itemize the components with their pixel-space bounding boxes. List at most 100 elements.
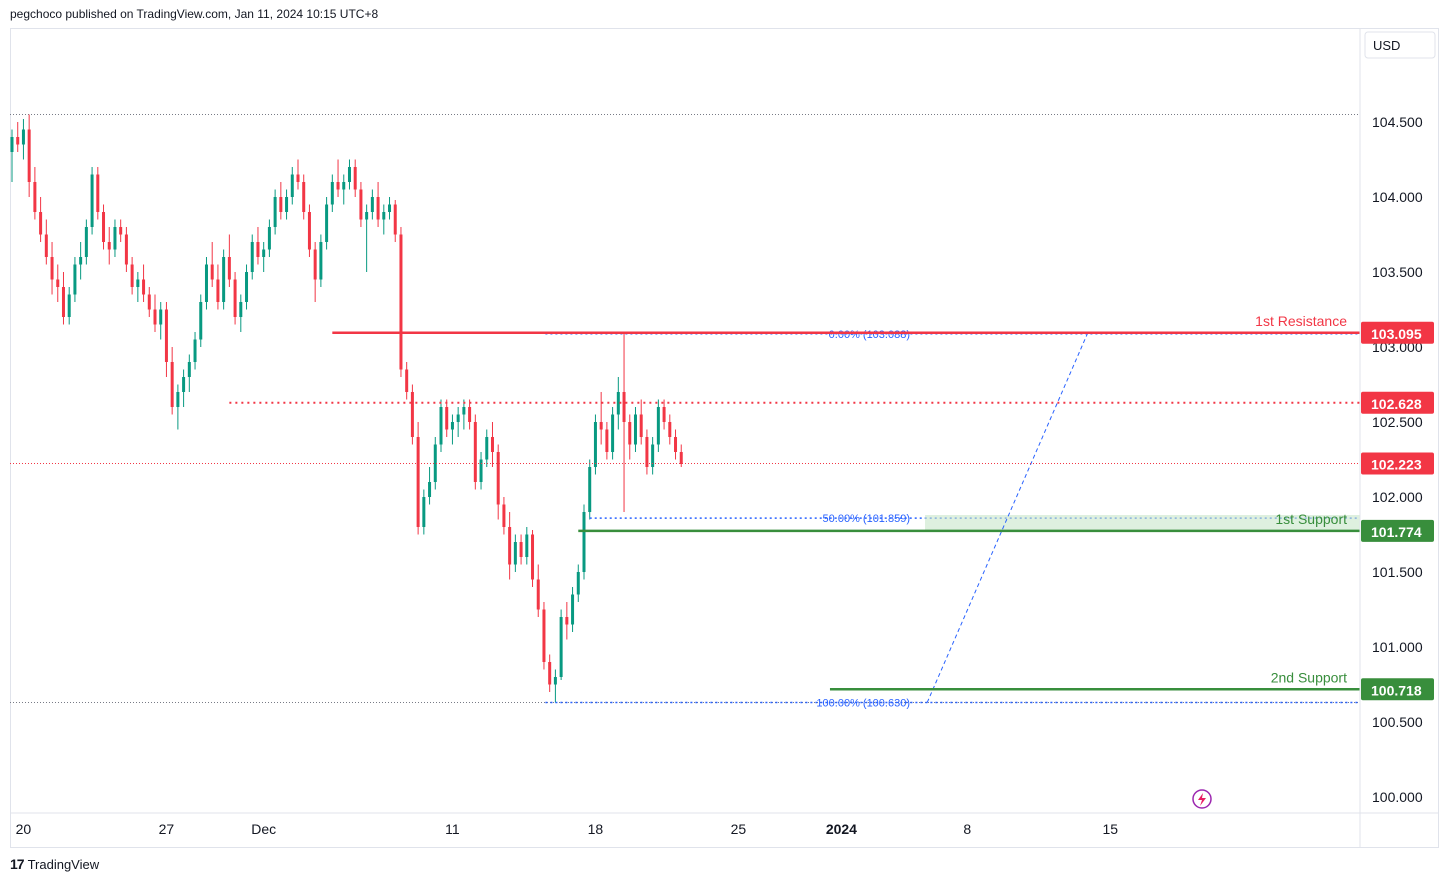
candle-body	[262, 249, 266, 257]
candle-body	[376, 197, 380, 220]
candle-body	[628, 422, 632, 445]
candle-body	[313, 249, 317, 280]
candle-body	[490, 437, 494, 452]
y-tick-label: 103.500	[1372, 264, 1423, 280]
candle-body	[170, 362, 174, 407]
candle-body	[84, 227, 88, 257]
candle-body	[456, 414, 460, 422]
candle-body	[410, 392, 414, 437]
candle-body	[399, 234, 403, 370]
x-tick-label: 18	[588, 821, 604, 837]
x-tick-label: 11	[445, 821, 460, 837]
candle-body	[307, 212, 311, 250]
candle-body	[222, 257, 226, 302]
candle-body	[622, 392, 626, 422]
candle-body	[588, 467, 592, 512]
candle-body	[142, 279, 146, 295]
publish-info: pegchoco published on TradingView.com, J…	[10, 7, 379, 21]
candle-body	[428, 482, 432, 497]
candle-body	[44, 234, 48, 257]
candle-body	[250, 242, 254, 272]
candle-body	[633, 414, 637, 445]
candle-body	[485, 437, 489, 460]
candle-body	[216, 279, 220, 302]
candle-body	[10, 137, 14, 152]
candle-body	[542, 609, 546, 662]
candle-body	[513, 542, 517, 565]
candle-body	[599, 422, 603, 430]
candle-body	[124, 234, 128, 265]
price-tag	[1361, 519, 1434, 542]
level-label: 1st Resistance	[1255, 313, 1347, 329]
price-tag-text: 102.628	[1371, 396, 1422, 412]
candle-body	[256, 242, 260, 257]
candle-body	[302, 182, 306, 212]
candle-body	[239, 302, 243, 317]
last-price-tag-text: 102.223	[1371, 457, 1422, 473]
candle-body	[565, 617, 569, 625]
candle-body	[450, 422, 454, 430]
candle-body	[370, 197, 374, 212]
candle-body	[182, 377, 186, 392]
candle-body	[439, 407, 443, 445]
candle-body	[656, 407, 660, 445]
candle-body	[519, 542, 523, 557]
y-tick-label: 101.500	[1372, 564, 1423, 580]
y-tick-label: 101.000	[1372, 639, 1423, 655]
candle-body	[582, 512, 586, 572]
footer: 17 TradingView	[10, 856, 99, 872]
x-tick-label: Dec	[251, 821, 276, 837]
x-tick-label: 20	[16, 821, 32, 837]
candle-body	[96, 174, 100, 212]
candle-body	[468, 407, 472, 422]
chart-frame	[10, 28, 1439, 848]
candle-body	[136, 279, 140, 287]
x-tick-label: 27	[159, 821, 175, 837]
candle-body	[147, 294, 151, 310]
candle-body	[79, 257, 83, 265]
candle-body	[611, 414, 615, 452]
candle-body	[405, 369, 409, 392]
candle-body	[639, 414, 643, 437]
candle-body	[245, 272, 249, 302]
currency-label: USD	[1373, 38, 1400, 53]
last-price-tag	[1361, 452, 1434, 475]
price-tag	[1361, 321, 1434, 344]
candle-body	[204, 264, 208, 302]
candle-body	[576, 572, 580, 595]
candle-body	[536, 579, 540, 610]
candle-body	[525, 534, 529, 557]
candle-body	[473, 422, 477, 482]
candle-body	[319, 242, 323, 280]
candle-body	[662, 407, 666, 422]
candle-body	[210, 264, 214, 280]
candle-body	[16, 137, 20, 145]
y-tick-label: 104.500	[1372, 114, 1423, 130]
candle-body	[330, 182, 334, 205]
lightning-icon[interactable]	[1192, 789, 1212, 809]
candle-body	[347, 167, 351, 182]
y-tick-label: 102.500	[1372, 414, 1423, 430]
candle-body	[199, 302, 203, 340]
candle-body	[90, 174, 94, 227]
candle-body	[393, 204, 397, 235]
candle-body	[267, 227, 271, 250]
candle-body	[159, 309, 163, 325]
candle-body	[571, 594, 575, 625]
candle-body	[353, 167, 357, 190]
candle-body	[502, 504, 506, 527]
level-label: 2nd Support	[1271, 669, 1347, 685]
candle-body	[27, 129, 31, 182]
price-tag	[1361, 391, 1434, 414]
candle-body	[164, 309, 168, 362]
candle-body	[102, 212, 106, 242]
candle-body	[285, 197, 289, 212]
candle-body	[531, 534, 535, 580]
candle-body	[605, 429, 609, 452]
candle-body	[193, 339, 197, 362]
candle-body	[365, 212, 369, 220]
currency-button[interactable]: USD	[1364, 31, 1436, 59]
candle-body	[113, 227, 117, 250]
candle-body	[273, 197, 277, 227]
